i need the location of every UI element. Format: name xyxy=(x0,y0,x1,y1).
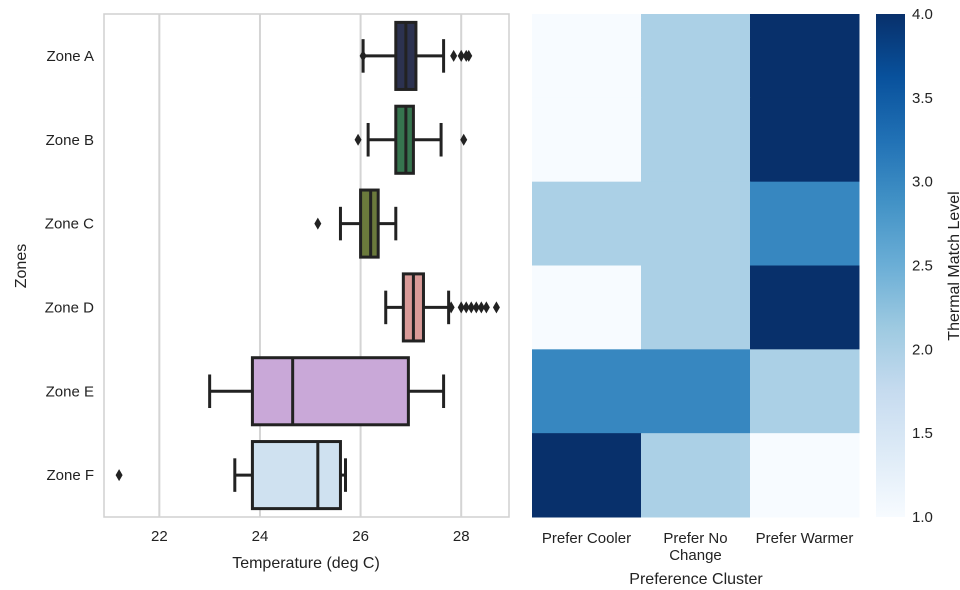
colorbar-tick-label: 3.0 xyxy=(912,174,933,191)
box-iqr xyxy=(250,356,410,427)
y-tick-label: Zone A xyxy=(46,48,94,65)
colorbar: 1.0 1.5 2.0 2.5 3.0 3.5 4.0 Thermal Match Leve… xyxy=(876,6,960,526)
boxplot-gridlines xyxy=(158,14,463,517)
outlier-point xyxy=(314,217,322,230)
heatmap-cell xyxy=(532,181,642,266)
outlier-point xyxy=(462,301,470,314)
outlier-point xyxy=(492,301,500,314)
boxplot-x-axis-label: Temperature (deg C) xyxy=(232,555,380,572)
x-tick-label: 22 xyxy=(151,528,168,545)
x-tick-label: 26 xyxy=(352,528,369,545)
heatmap-cell xyxy=(750,97,860,183)
heatmap-cell xyxy=(750,433,860,518)
outlier-point xyxy=(477,301,485,314)
heatmap-cell xyxy=(532,349,642,434)
colorbar-tick-label: 4.0 xyxy=(912,6,933,23)
heatmap-x-tick-label: Prefer Warmer xyxy=(756,530,854,547)
heatmap-cell xyxy=(641,433,751,518)
box-zone-e xyxy=(208,356,446,427)
heatmap-cell xyxy=(641,349,751,434)
colorbar-tick-labels: 1.0 1.5 2.0 2.5 3.0 3.5 4.0 xyxy=(912,6,933,526)
box-zone-f xyxy=(115,440,347,511)
boxplot-y-tick-labels: Zone A Zone B Zone C Zone D Zone E Zone F xyxy=(45,48,94,484)
outlier-point xyxy=(115,469,123,482)
box-zone-c xyxy=(314,188,398,259)
heatmap-cells xyxy=(532,14,860,518)
outlier-point xyxy=(457,49,465,62)
heatmap-cell xyxy=(750,265,860,350)
outlier-point xyxy=(482,301,490,314)
heatmap-cell xyxy=(532,97,642,183)
boxplot-plot-area xyxy=(103,13,510,518)
y-tick-label: Zone F xyxy=(46,467,94,484)
outlier-point xyxy=(450,49,458,62)
y-tick-label: Zone C xyxy=(45,216,94,233)
colorbar-label: Thermal Match Level xyxy=(946,191,960,340)
heatmap-x-tick-label: Change xyxy=(669,547,722,564)
y-tick-label: Zone E xyxy=(46,383,94,400)
boxplot-y-axis-label: Zones xyxy=(13,244,30,288)
colorbar-tick-label: 3.5 xyxy=(912,90,933,107)
outlier-point xyxy=(447,301,455,314)
heatmap-x-tick-label: Prefer No xyxy=(663,530,727,547)
outlier-point xyxy=(465,49,473,62)
outlier-point xyxy=(472,301,480,314)
box-zone-a xyxy=(359,20,473,91)
colorbar-gradient xyxy=(876,14,905,517)
box-zone-d xyxy=(384,272,500,343)
heatmap-cell xyxy=(641,97,751,183)
box-iqr xyxy=(250,440,342,511)
heatmap-cell xyxy=(532,433,642,518)
heatmap-cell xyxy=(750,349,860,434)
x-tick-label: 24 xyxy=(252,528,269,545)
box-zone-b xyxy=(354,104,468,175)
heatmap-cell xyxy=(750,14,860,99)
heatmap-cell xyxy=(641,265,751,350)
heatmap-cell xyxy=(532,14,642,99)
heatmap-cell xyxy=(532,265,642,350)
outlier-point xyxy=(460,133,468,146)
colorbar-tick-label: 2.5 xyxy=(912,258,933,275)
y-tick-label: Zone D xyxy=(45,299,94,316)
heatmap-cell xyxy=(641,181,751,266)
heatmap-x-tick-label: Prefer Cooler xyxy=(542,530,631,547)
boxplot-x-tick-labels: 22 24 26 28 xyxy=(151,528,470,545)
colorbar-tick-label: 1.0 xyxy=(912,509,933,526)
heatmap-x-axis-label: Preference Cluster xyxy=(629,571,763,588)
x-tick-label: 28 xyxy=(453,528,470,545)
colorbar-tick-label: 2.0 xyxy=(912,341,933,358)
heatmap-cell xyxy=(641,14,751,99)
boxplot-marks xyxy=(115,20,500,511)
heatmap-cell xyxy=(750,181,860,266)
y-tick-label: Zone B xyxy=(46,132,94,149)
colorbar-tick-label: 1.5 xyxy=(912,425,933,442)
outlier-point xyxy=(467,301,475,314)
outlier-point xyxy=(457,301,465,314)
outlier-point xyxy=(359,49,367,62)
outlier-point xyxy=(354,133,362,146)
